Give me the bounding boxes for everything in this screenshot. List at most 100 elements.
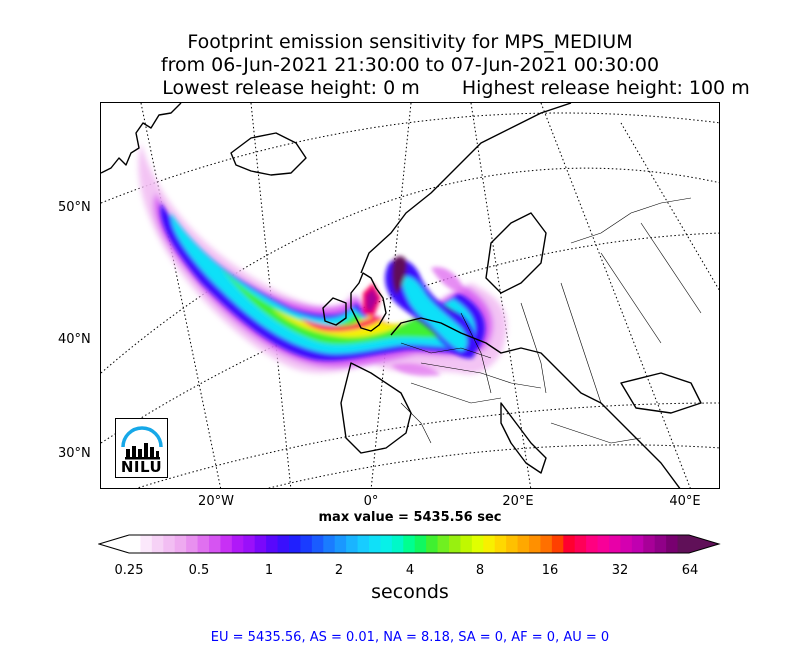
colorbar-cell [529, 535, 542, 553]
plume-north-sea-cyan [401, 276, 467, 351]
highest-release-height: Highest release height: 100 m [461, 77, 750, 99]
colorbar-cell [357, 535, 370, 553]
black-sea-coast [620, 372, 702, 414]
iceland-coast [230, 132, 307, 176]
colorbar-cell [163, 535, 176, 553]
plume-fringe-2 [391, 363, 441, 377]
plume-red [301, 317, 383, 332]
great-britain-coast [350, 272, 387, 332]
colorbar-cell [483, 535, 496, 553]
colorbar-extend-low [99, 535, 129, 553]
colorbar-cell [609, 535, 622, 553]
colorbar-cell [574, 535, 587, 553]
lat-label-50n: 50°N [58, 200, 91, 215]
colorbar-cell [414, 535, 427, 553]
plume-mid [153, 193, 494, 368]
lowest-release-height: Lowest release height: 0 m [162, 77, 420, 99]
colorbar-cell [243, 535, 256, 553]
greenland-coast [101, 103, 182, 174]
colorbar-cell [494, 535, 507, 553]
baltic-coast [485, 212, 547, 294]
colorbar-cell [449, 535, 462, 553]
colorbar-cell [277, 535, 290, 553]
region-totals-footer: EU = 5435.56, AS = 0.01, NA = 8.18, SA =… [210, 630, 610, 645]
lon-label-40e: 40°E [669, 494, 701, 509]
ireland-coast [322, 297, 347, 326]
colorbar-cell [334, 535, 347, 553]
plume-norway-core [391, 256, 407, 295]
meridian-10e [470, 103, 532, 488]
nilu-logo: NILU [115, 418, 168, 478]
colorbar-cell [631, 535, 644, 553]
colorbar-label: seconds [371, 581, 449, 603]
title-line-1: Footprint emission sensitivity for MPS_M… [187, 31, 633, 53]
meridian-0 [370, 103, 412, 488]
map-canvas [101, 103, 719, 488]
meridian-30e [620, 122, 719, 291]
colorbar-cell [437, 535, 450, 553]
meridian-10w [250, 103, 292, 488]
colorbar-tick-64: 64 [681, 563, 699, 578]
lon-label-20w: 20°W [198, 494, 234, 509]
meridian-20e [540, 103, 691, 488]
italy-coast [500, 402, 547, 474]
footprint-plume [138, 143, 507, 377]
colorbar-tick-0.5: 0.5 [188, 563, 210, 578]
parallel-20n [267, 444, 719, 488]
lon-label-20e: 20°E [502, 494, 534, 509]
nilu-logo-graphic [121, 426, 163, 460]
colorbar-cell [506, 535, 519, 553]
colorbar-tick-32: 32 [611, 563, 629, 578]
lat-label-40n: 40°N [58, 332, 91, 347]
colorbar-cell [597, 535, 610, 553]
colorbar-extend-high [689, 535, 719, 553]
europe-coast [390, 317, 681, 488]
colorbar-tick-0.25: 0.25 [114, 563, 144, 578]
lat-label-30n: 30°N [58, 446, 91, 461]
colorbar-tick-8: 8 [475, 563, 485, 578]
colorbar-cell [300, 535, 313, 553]
colorbar-tick-2: 2 [334, 563, 344, 578]
colorbar-cell [266, 535, 279, 553]
colorbar-cell [620, 535, 633, 553]
colorbar-cell [551, 535, 564, 553]
max-value-label: max value = 5435.56 sec [318, 510, 502, 525]
country-borders [400, 197, 702, 444]
colorbar-cell [231, 535, 244, 553]
meridian-20w [140, 103, 222, 488]
scandinavia-coast [360, 103, 572, 274]
colorbar-cell [220, 535, 233, 553]
title-line-2: from 06-Jun-2021 21:30:00 to 07-Jun-2021… [160, 54, 660, 76]
plume-fringe-1 [431, 267, 466, 294]
colorbar-cell [197, 535, 210, 553]
title-line-3: Lowest release height: 0 m Highest relea… [0, 77, 800, 100]
colorbar-cell [517, 535, 530, 553]
colorbar [98, 534, 721, 554]
colorbar-cell [311, 535, 324, 553]
colorbar-cell [380, 535, 393, 553]
parallel-30n [135, 402, 719, 488]
colorbar-cell [186, 535, 199, 553]
parallel-50n [101, 167, 719, 374]
colorbar-cell [403, 535, 416, 553]
colorbar-cell [151, 535, 164, 553]
colorbar-cell [677, 535, 690, 553]
colorbar-cell [540, 535, 553, 553]
colorbar-cell [586, 535, 599, 553]
colorbar-cell [140, 535, 153, 553]
colorbar-cell [346, 535, 359, 553]
nilu-logo-text: NILU [120, 458, 163, 476]
map-frame [100, 102, 720, 489]
colorbar-cell [289, 535, 302, 553]
colorbar-cell [666, 535, 679, 553]
coastlines [101, 103, 702, 488]
colorbar-cell [129, 535, 142, 553]
colorbar-cell [460, 535, 473, 553]
colorbar-cell [174, 535, 187, 553]
colorbar-cell [654, 535, 667, 553]
colorbar-tick-4: 4 [405, 563, 415, 578]
colorbar-cell [471, 535, 484, 553]
parallel-55n [101, 112, 719, 204]
colorbar-cell [254, 535, 267, 553]
colorbar-cell [426, 535, 439, 553]
